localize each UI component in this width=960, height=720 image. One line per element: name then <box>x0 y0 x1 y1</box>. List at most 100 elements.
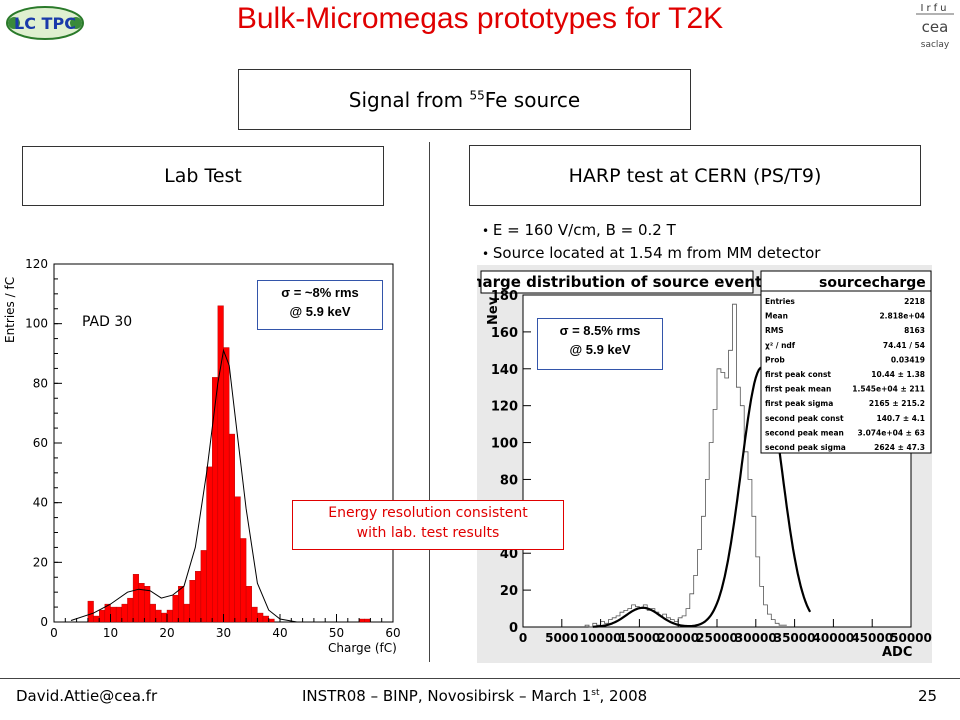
histogram-bar <box>93 615 100 623</box>
column-divider <box>429 142 430 662</box>
x-tick-label: 20 <box>159 626 174 640</box>
histogram-bar <box>149 603 156 623</box>
energy-note-line2: with lab. test results <box>356 525 500 541</box>
sigma-left-line2: @ 5.9 keV <box>289 304 351 319</box>
sigma-right-line1: σ = 8.5% rms <box>559 323 641 338</box>
x-axis-label: Charge (fC) <box>328 641 397 655</box>
stats-box <box>760 270 932 454</box>
x-tick-label: 45000 <box>851 631 893 645</box>
histogram-bar <box>178 586 185 623</box>
stats-label: first peak const <box>765 370 831 379</box>
harp-bullets: E = 160 V/cm, B = 0.2 T Source located a… <box>482 219 821 265</box>
y-tick-label: 120 <box>491 400 518 415</box>
chart-title-box <box>480 270 754 294</box>
y-tick-label: 80 <box>500 473 518 488</box>
stats-value: 2624 ± 47.3 <box>874 443 925 452</box>
footer-page-number: 25 <box>918 687 938 705</box>
y-tick-label: 100 <box>491 437 518 452</box>
slide-title: Bulk-Micromegas prototypes for T2K <box>236 2 724 35</box>
x-tick-label: 40 <box>272 626 287 640</box>
stats-label: second peak mean <box>765 428 844 437</box>
chart-title: charge distribution of source events <box>477 273 771 291</box>
histogram-bar <box>262 615 269 623</box>
histogram-bar <box>245 586 252 623</box>
histogram-bar <box>251 606 258 623</box>
stats-label: first peak mean <box>765 385 831 394</box>
harp-test-box: HARP test at CERN (PS/T9) <box>469 145 921 206</box>
harp-histogram-chart: charge distribution of source events 0 500… <box>477 265 932 663</box>
footer-divider <box>0 678 960 679</box>
x-tick-label: 0 <box>50 626 58 640</box>
histogram-bar <box>358 618 365 623</box>
x-tick-label: 35000 <box>774 631 816 645</box>
stats-value: 2165 ± 215.2 <box>869 399 925 408</box>
sigma-right-box: σ = 8.5% rms @ 5.9 keV <box>537 318 663 370</box>
stats-title: sourcecharge <box>819 275 926 291</box>
pad-annotation: PAD 30 <box>82 314 132 330</box>
fit-curve <box>70 348 297 623</box>
energy-resolution-note: Energy resolution consistent with lab. t… <box>292 500 564 550</box>
stats-value: 10.44 ± 1.38 <box>871 370 925 379</box>
stats-label: RMS <box>765 326 784 335</box>
x-tick-label: 10000 <box>580 631 622 645</box>
svg-text:Irfu: Irfu <box>921 3 950 14</box>
histogram-bar <box>200 550 207 623</box>
stats-value: 74.41 / 54 <box>883 341 925 350</box>
signal-title: Signal from 55Fe source <box>348 87 581 112</box>
lctpc-logo: LC TPC <box>6 6 84 40</box>
x-tick-label: 40000 <box>813 631 855 645</box>
harp-test-title: HARP test at CERN (PS/T9) <box>568 164 822 187</box>
lab-test-box: Lab Test <box>22 146 384 206</box>
stats-value: 140.7 ± 4.1 <box>876 414 925 423</box>
y-tick-label: 80 <box>33 376 48 390</box>
stats-label: first peak sigma <box>765 399 833 408</box>
histogram-bar <box>195 571 202 623</box>
histogram-bar <box>115 606 123 623</box>
footer-conference: INSTR08 – BINP, Novosibirsk – March 1st,… <box>302 687 648 705</box>
stats-value: 2.818e+04 <box>879 312 925 321</box>
y-tick-label: 40 <box>500 547 518 562</box>
svg-text:cea: cea <box>922 18 949 36</box>
bullet-source: Source located at 1.54 m from MM detecto… <box>482 242 821 265</box>
x-tick-label: 25000 <box>696 631 738 645</box>
histogram-bar <box>161 612 168 623</box>
histogram-bar <box>98 609 106 623</box>
histogram-bar <box>172 594 179 623</box>
x-tick-label: 5000 <box>545 631 578 645</box>
histogram-bar <box>234 496 241 623</box>
stats-value: 2218 <box>904 297 925 306</box>
histogram-bar <box>211 377 219 623</box>
sigma-left-box: σ = ~8% rms @ 5.9 keV <box>257 280 383 330</box>
x-tick-label: 10 <box>103 626 118 640</box>
energy-note-line1: Energy resolution consistent <box>328 505 528 521</box>
y-axis-label: Entries / fC <box>3 277 17 343</box>
x-axis-label: ADC <box>882 645 912 660</box>
y-tick-label: 60 <box>33 436 48 450</box>
histogram-bar <box>110 606 117 623</box>
stats-value: 3.074e+04 ± 63 <box>858 428 925 437</box>
y-tick-label: 0 <box>509 621 518 636</box>
histogram-bar <box>121 603 128 623</box>
svg-text:LC TPC: LC TPC <box>14 14 76 33</box>
histogram-bar <box>132 574 139 623</box>
x-tick-label: 20000 <box>657 631 699 645</box>
sigma-right-line2: @ 5.9 keV <box>569 342 631 357</box>
histogram-bar <box>189 580 196 623</box>
x-tick-label: 50 <box>329 626 344 640</box>
sigma-left-line1: σ = ~8% rms <box>281 285 359 300</box>
irfu-cea-logo: Irfu cea saclay <box>916 3 954 50</box>
y-tick-label: 20 <box>500 584 518 599</box>
histogram-bar <box>206 466 213 623</box>
stats-label: Entries <box>765 297 795 306</box>
y-axis-label: Nev <box>486 296 501 325</box>
x-tick-label: 60 <box>385 626 400 640</box>
stats-label: χ² / ndf <box>765 341 796 350</box>
stats-label: Mean <box>765 312 788 321</box>
y-tick-label: 180 <box>491 289 518 304</box>
y-tick-label: 160 <box>491 326 518 341</box>
y-tick-label: 0 <box>40 615 48 629</box>
histogram-bar <box>166 609 173 623</box>
lab-histogram-chart: 0 10 20 30 40 50 60 0 20 40 60 80 100 120 Charge (fC) E… <box>3 257 401 655</box>
footer-email: David.Attie@cea.fr <box>16 687 158 705</box>
lab-test-title: Lab Test <box>164 165 242 187</box>
